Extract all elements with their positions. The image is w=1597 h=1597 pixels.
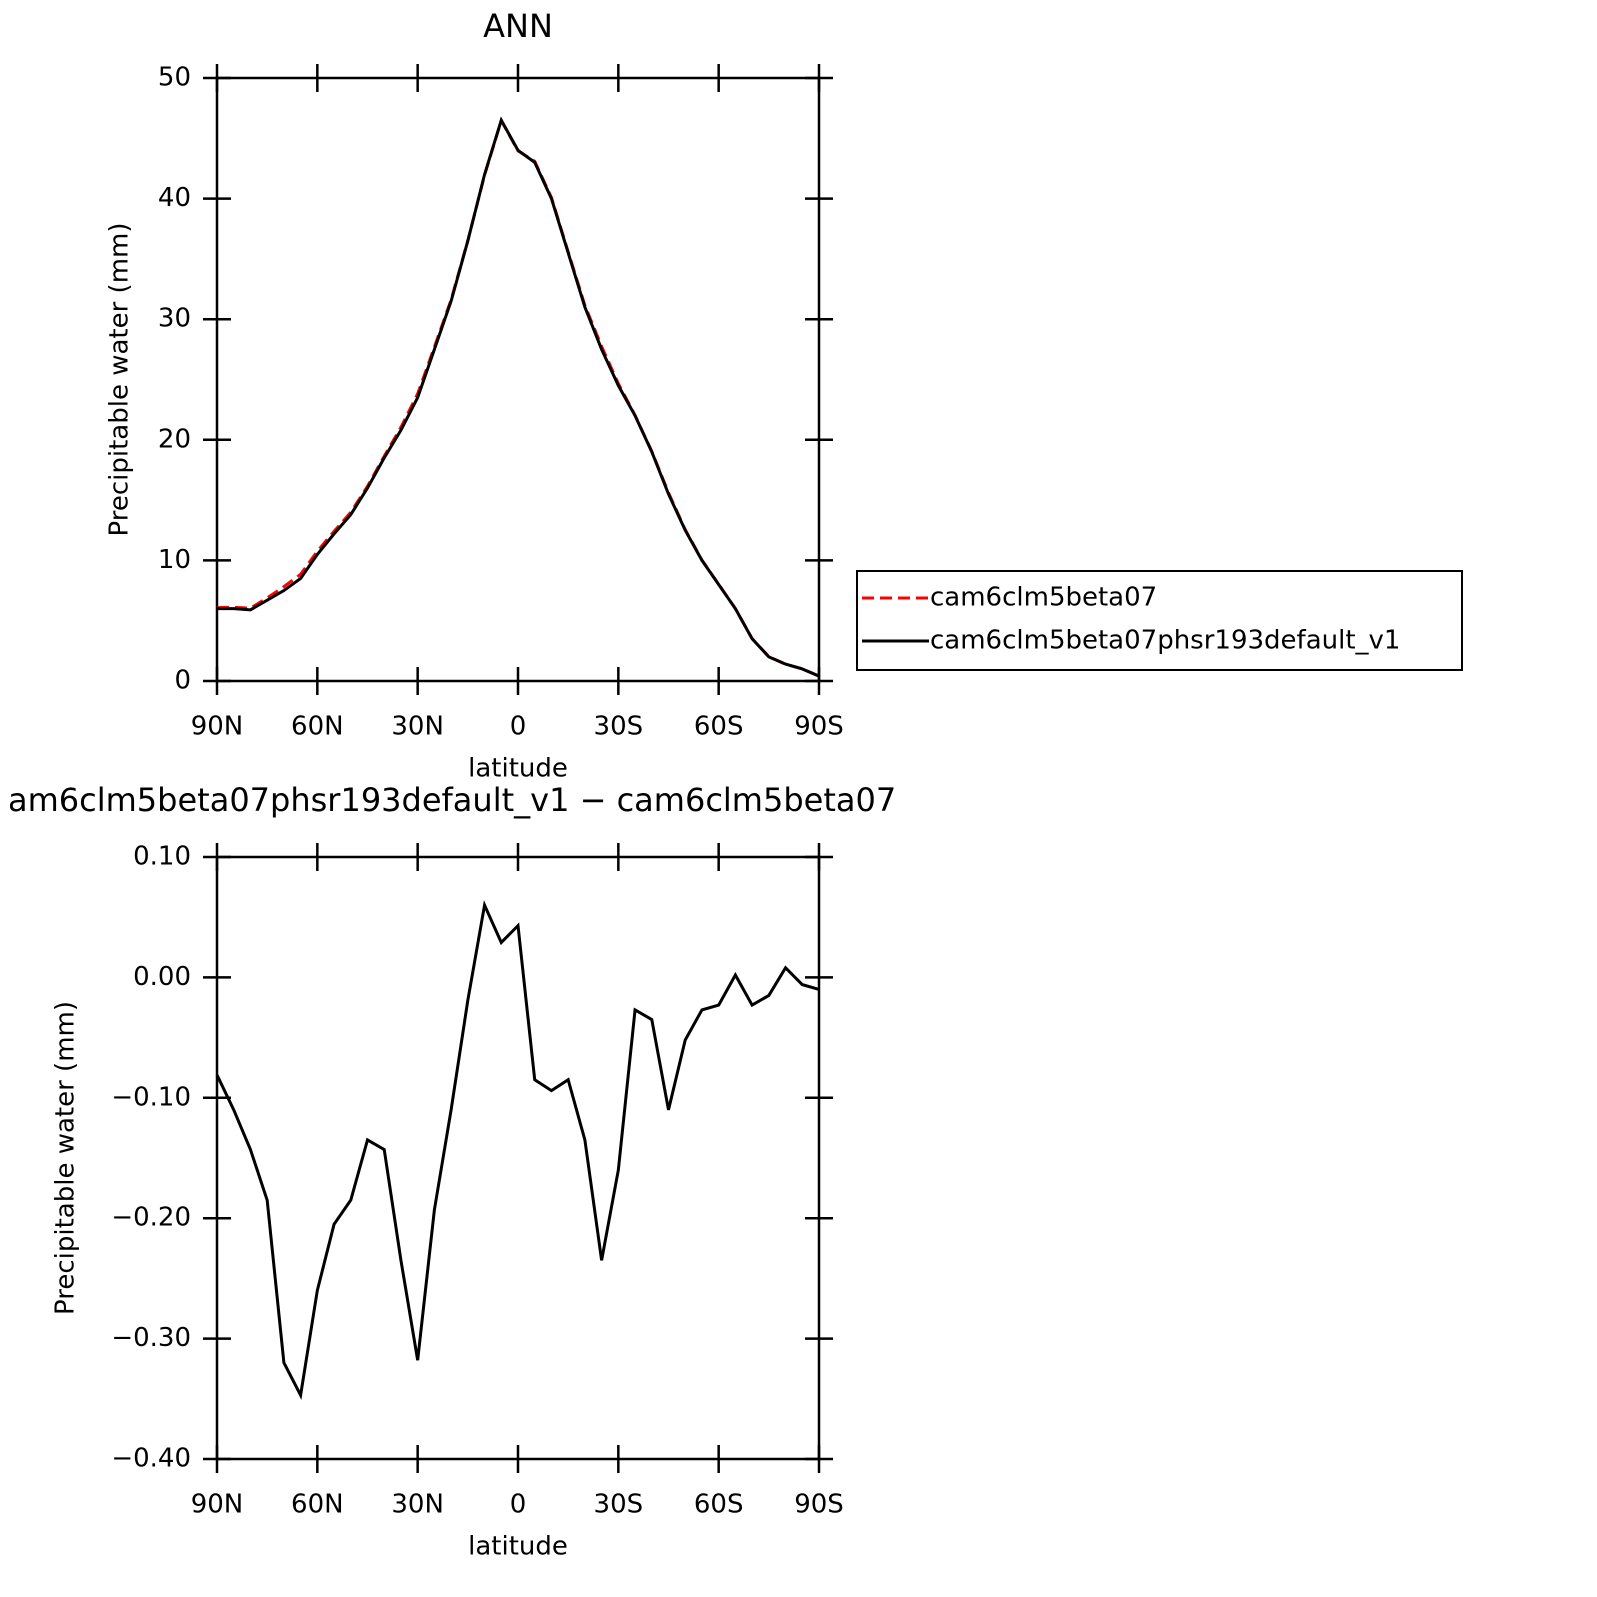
y-tick-label: 10 [158, 545, 191, 575]
x-tick-label: 90N [191, 712, 244, 742]
data-line [215, 900, 820, 1400]
y-tick-label: 0.10 [133, 842, 191, 872]
x-tick-label: 90S [794, 1490, 844, 1520]
legend-box [856, 570, 1463, 671]
x-tick-label: 30S [594, 1490, 644, 1520]
data-line [216, 116, 820, 678]
chart-title: ANN [483, 7, 553, 45]
y-tick-label: −0.30 [111, 1323, 191, 1353]
x-axis-label: latitude [468, 754, 568, 784]
y-tick-label: −0.40 [111, 1444, 191, 1474]
y-tick-label: 20 [158, 424, 191, 454]
x-tick-label: 90S [794, 712, 844, 742]
y-tick-label: 30 [158, 304, 191, 334]
x-tick-label: 60S [694, 712, 744, 742]
x-tick-label: 60N [291, 712, 344, 742]
plot-frame [215, 855, 821, 1461]
y-tick-label: −0.10 [111, 1082, 191, 1112]
x-tick-label: 60S [694, 1490, 744, 1520]
y-axis-label: Precipitable water (mm) [105, 223, 135, 537]
x-axis-label: latitude [468, 1532, 568, 1562]
chart-title: am6clm5beta07phsr193default_v1 − cam6clm… [8, 781, 896, 819]
y-tick-label: 40 [158, 183, 191, 213]
x-tick-label: 0 [510, 1490, 527, 1520]
y-tick-label: 0 [174, 666, 191, 696]
x-tick-label: 30S [594, 712, 644, 742]
y-tick-label: −0.20 [111, 1203, 191, 1233]
legend-label: cam6clm5beta07 [930, 583, 1157, 613]
data-line [217, 116, 820, 678]
x-tick-label: 0 [510, 712, 527, 742]
y-axis-label: Precipitable water (mm) [51, 1001, 81, 1315]
y-tick-label: 50 [158, 63, 191, 93]
x-tick-label: 30N [391, 712, 444, 742]
x-tick-label: 90N [191, 1490, 244, 1520]
y-tick-label: 0.00 [133, 962, 191, 992]
x-tick-label: 30N [391, 1490, 444, 1520]
legend-label: cam6clm5beta07phsr193default_v1 [930, 626, 1400, 656]
plot-frame [215, 76, 821, 683]
x-tick-label: 60N [291, 1490, 344, 1520]
